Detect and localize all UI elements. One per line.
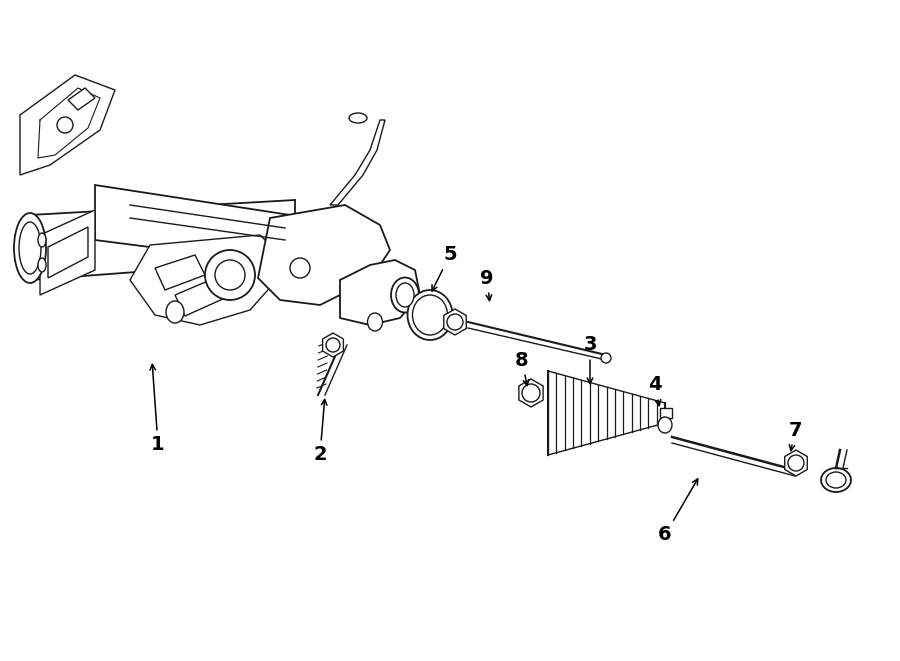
Ellipse shape	[166, 301, 184, 323]
Text: 7: 7	[788, 420, 802, 451]
Polygon shape	[68, 88, 95, 110]
Ellipse shape	[19, 222, 41, 274]
Polygon shape	[330, 120, 385, 205]
Polygon shape	[340, 260, 420, 325]
Polygon shape	[785, 450, 807, 476]
Circle shape	[215, 260, 245, 290]
Polygon shape	[444, 309, 466, 335]
Text: 5: 5	[432, 245, 457, 291]
Polygon shape	[130, 235, 290, 325]
Polygon shape	[95, 185, 290, 265]
Polygon shape	[175, 278, 225, 316]
Polygon shape	[155, 255, 205, 290]
Ellipse shape	[367, 313, 382, 331]
Circle shape	[57, 117, 73, 133]
Ellipse shape	[826, 472, 846, 488]
Polygon shape	[660, 408, 672, 418]
Text: 3: 3	[583, 336, 597, 383]
Ellipse shape	[408, 290, 453, 340]
Circle shape	[447, 314, 463, 330]
Ellipse shape	[38, 233, 46, 247]
Text: 6: 6	[658, 479, 698, 545]
Circle shape	[290, 258, 310, 278]
Text: 1: 1	[150, 364, 165, 455]
Circle shape	[522, 384, 540, 402]
Circle shape	[788, 455, 804, 471]
Circle shape	[326, 338, 340, 352]
Ellipse shape	[38, 258, 46, 272]
Circle shape	[601, 353, 611, 363]
Text: 9: 9	[481, 268, 494, 301]
Polygon shape	[40, 210, 95, 295]
Circle shape	[205, 250, 255, 300]
Ellipse shape	[821, 468, 851, 492]
Text: 4: 4	[648, 375, 662, 406]
Polygon shape	[519, 379, 543, 407]
Text: 8: 8	[515, 350, 529, 385]
Ellipse shape	[658, 417, 672, 433]
Polygon shape	[322, 333, 344, 357]
Polygon shape	[48, 227, 88, 278]
Ellipse shape	[412, 295, 447, 335]
Ellipse shape	[14, 213, 46, 283]
Polygon shape	[258, 205, 390, 305]
Polygon shape	[20, 75, 115, 175]
Ellipse shape	[391, 278, 419, 313]
Text: 2: 2	[313, 399, 327, 465]
Ellipse shape	[396, 283, 414, 307]
Ellipse shape	[349, 113, 367, 123]
